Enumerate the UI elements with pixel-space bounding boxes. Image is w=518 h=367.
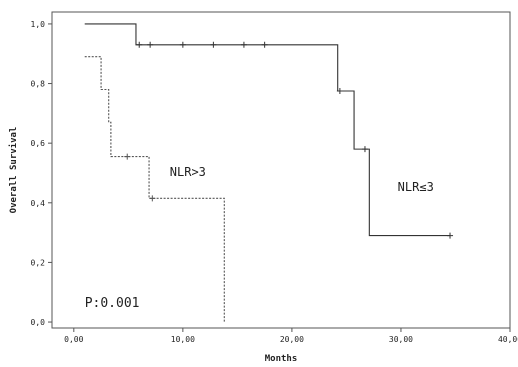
y-tick-label: 0,8 [31, 80, 46, 89]
x-tick-label: 0,00 [64, 335, 83, 344]
axes: 0,00 10,00 20,00 30,00 40,00 0,0 0,2 0,4 0,6 0,8 1… [31, 11, 518, 344]
censor-mark [136, 41, 143, 48]
x-tick-label: 20,00 [280, 335, 304, 344]
series-layer [84, 23, 454, 323]
y-tick-label: 1,0 [31, 20, 46, 29]
survival-curve-2 [84, 56, 225, 323]
y-axis-title: Overall Survival [8, 127, 19, 214]
x-tick-label: 40,00 [498, 335, 518, 344]
censor-mark [179, 41, 186, 48]
censor-mark [261, 41, 268, 48]
censor-mark [336, 88, 343, 94]
annotations: NLR>3 NLR≤3 P:0.001 [85, 165, 434, 311]
x-tick-label: 10,00 [171, 335, 195, 344]
censor-mark [124, 153, 131, 160]
annotation-label: NLR≤3 [398, 180, 434, 194]
censor-mark [240, 41, 247, 48]
y-tick-label: 0,4 [31, 199, 46, 208]
y-tick-label: 0,0 [31, 318, 46, 327]
censor-mark [361, 146, 368, 153]
annotation-label: NLR>3 [170, 165, 206, 179]
x-tick-label: 30,00 [389, 335, 413, 344]
y-tick-label: 0,2 [31, 258, 46, 267]
survival-curve-1 [84, 23, 451, 237]
y-tick-label: 0,6 [31, 139, 46, 148]
censor-mark [447, 232, 454, 239]
censor-mark [147, 41, 154, 48]
censor-mark [149, 195, 156, 202]
plot-frame [51, 11, 511, 329]
censor-mark [210, 41, 217, 48]
annotation-label: P:0.001 [85, 296, 140, 311]
x-axis-title: Months [265, 354, 298, 364]
